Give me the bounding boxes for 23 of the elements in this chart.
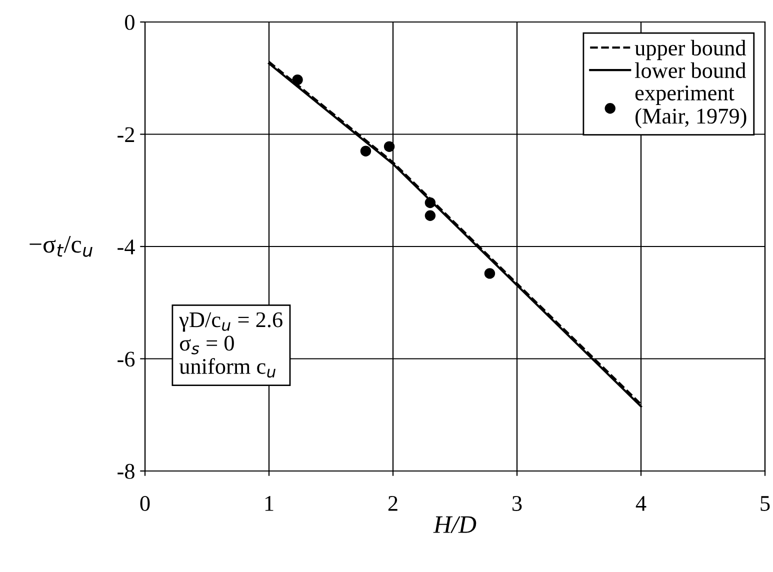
legend-label: lower bound [635, 62, 746, 78]
point [384, 141, 395, 152]
x-tick-label: 5 [760, 496, 770, 511]
point [424, 210, 436, 221]
y-tick-label: -4 [118, 240, 135, 254]
point [484, 268, 496, 279]
x-tick-label: 1 [265, 496, 274, 511]
x-tick-label: 3 [512, 496, 522, 511]
text: γD/c$_{u}$ = 2.6 σ$_{s}$ = 0 uniform c$_{u}$ [179, 312, 282, 378]
y-tick-label: -8 [118, 464, 134, 479]
point [424, 197, 436, 208]
x-tick-label: 2 [388, 496, 398, 511]
legend-label: upper bound [634, 40, 746, 60]
point [360, 146, 372, 156]
y-tick-label: 0 [125, 14, 134, 30]
y-tick-label: -2 [118, 127, 134, 142]
legend-label: experiment (Mair, 1979) [635, 86, 746, 128]
y-axis-title: −σ$_{t}$/c$_{u}$ [30, 236, 92, 257]
x-tick-label: 4 [636, 496, 646, 511]
point [292, 74, 303, 86]
y-tick-label: -6 [118, 352, 135, 367]
x-axis-title: H/D [433, 516, 476, 534]
x-tick-label: 0 [140, 496, 150, 511]
